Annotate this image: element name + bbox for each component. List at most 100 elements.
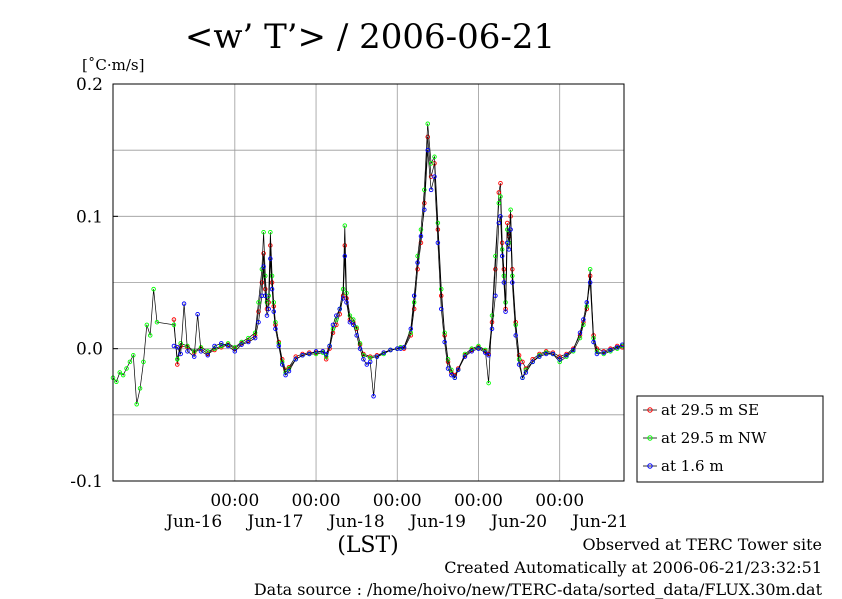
y-tick-label: 0.0 [76,340,103,360]
data-point [508,227,513,232]
data-point [134,401,139,407]
data-point [357,341,363,346]
data-point [256,319,261,325]
series-line [173,150,623,397]
data-point [428,187,434,193]
data-point [523,370,529,375]
data-point [354,325,359,330]
data-point [330,322,336,328]
data-point [445,357,451,362]
data-point [432,154,437,160]
x-tick-label: 00:00 [535,491,584,511]
data-point [486,380,491,386]
data-point [261,229,266,235]
legend-marker [647,463,653,469]
data-point [219,343,224,349]
data-point [171,317,177,322]
data-point [271,309,276,314]
data-point [342,253,348,259]
data-point [117,370,123,375]
data-point [411,300,417,305]
data-point [584,300,590,305]
data-point [357,346,363,351]
data-point [557,357,562,362]
footer-source-text: Data source : /home/hoivo/new/TERC-data/… [253,580,822,599]
data-point [493,267,498,272]
data-point [428,161,434,166]
x-day-label: Jun-21 [570,512,628,532]
x-day-label: Jun-18 [327,512,385,532]
data-point [114,379,119,385]
x-tick-label: 00:00 [454,491,503,511]
data-point [557,354,562,359]
data-point [271,300,276,305]
data-point [137,386,143,391]
data-point [269,286,275,292]
x-axis-label: (LST) [337,533,399,558]
data-point [252,330,258,336]
data-point [354,333,359,338]
data-point [276,343,282,349]
data-point [232,349,238,354]
legend-entry: at 1.6 m [643,457,724,475]
legend-box [636,395,824,483]
x-tick-label: 00:00 [373,491,422,511]
data-point [493,293,498,298]
data-point [261,264,266,269]
data-point [263,293,268,298]
data-point [401,345,407,350]
data-point [614,345,620,350]
data-point [503,309,508,314]
data-point [185,349,190,354]
data-point [510,280,515,285]
x-day-label: Jun-20 [489,512,547,532]
data-point [462,354,468,359]
data-point [323,354,329,359]
y-axis-unit-label: [˚C·m/s] [82,56,144,74]
data-point [520,375,525,381]
legend-label: at 29.5 m SE [661,401,759,419]
data-point [498,180,503,186]
data-point [530,357,535,362]
chart-title: <w’ T’> / 2006-06-21 [185,17,555,57]
data-point [191,354,197,359]
series-line [173,136,623,376]
data-point [313,351,319,357]
data-point [594,351,600,357]
data-point [286,368,292,374]
legend-label: at 29.5 m NW [661,429,767,447]
data-point [205,353,211,358]
data-point [557,359,562,365]
data-point [300,353,305,358]
footer-site-text: Observed at TERC Tower site [582,535,823,554]
data-point [225,343,231,349]
y-tick-labels: 0.2 0.1 0.0 -0.1 [70,75,118,492]
data-point [422,207,427,212]
data-point [347,313,353,318]
data-point [361,357,366,362]
series-line [112,123,623,405]
data-point [239,342,244,347]
data-point [581,322,586,328]
data-point [570,347,576,353]
data-point [439,306,444,312]
data-point [577,330,583,336]
data-point [178,341,183,346]
y-tick-label: 0.2 [76,75,103,95]
data-point [273,326,278,332]
data-point [340,296,346,301]
data-point [508,207,513,212]
data-point [239,339,244,345]
data-point [307,351,312,357]
x-tick-label: 00:00 [210,491,259,511]
data-point [469,349,474,354]
data-point [601,350,606,355]
data-point [408,333,414,338]
legend-marker [647,435,653,441]
data-point [442,330,447,336]
data-point [442,339,447,345]
data-point [506,247,512,252]
data-point [269,273,275,279]
data-point [181,301,187,306]
